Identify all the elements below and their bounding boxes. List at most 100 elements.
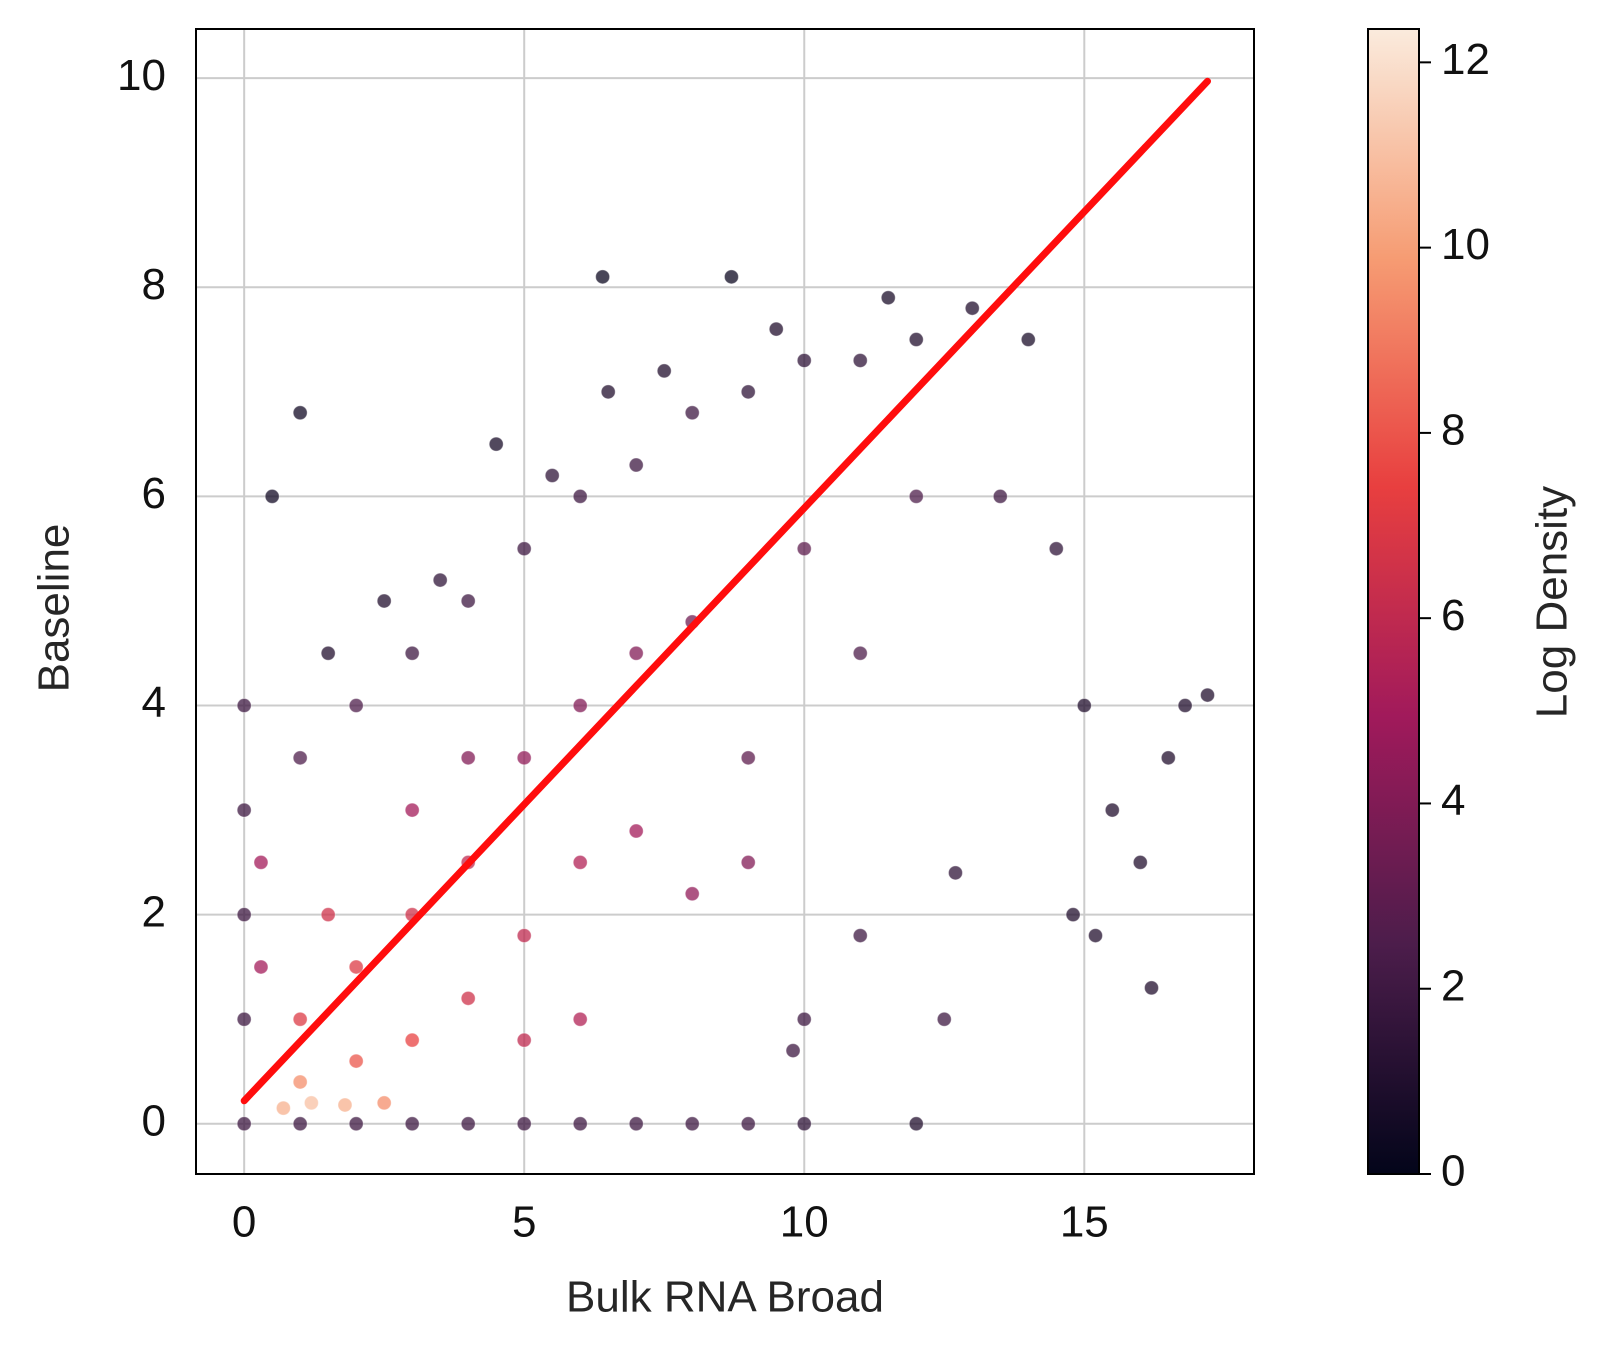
point xyxy=(908,332,924,348)
point xyxy=(376,1095,392,1111)
point xyxy=(236,698,252,714)
point xyxy=(796,352,812,368)
colorbar-label: Log Density xyxy=(1528,486,1577,718)
point xyxy=(1160,750,1176,766)
point xyxy=(236,1011,252,1027)
x-tick-label: 0 xyxy=(232,1198,256,1247)
colorbar-tick-label: 2 xyxy=(1441,961,1465,1010)
point xyxy=(572,488,588,504)
y-tick-label: 6 xyxy=(142,469,166,518)
point xyxy=(595,269,611,285)
point xyxy=(796,1116,812,1132)
point xyxy=(516,750,532,766)
point xyxy=(656,363,672,379)
colorbar-tick-label: 6 xyxy=(1441,591,1465,640)
point xyxy=(348,1053,364,1069)
point xyxy=(432,572,448,588)
point xyxy=(964,300,980,316)
point xyxy=(460,1116,476,1132)
point xyxy=(404,1116,420,1132)
point xyxy=(628,1116,644,1132)
point xyxy=(796,541,812,557)
point xyxy=(908,488,924,504)
point xyxy=(376,593,392,609)
x-axis-label: Bulk RNA Broad xyxy=(566,1273,884,1322)
point xyxy=(600,384,616,400)
point xyxy=(292,1074,308,1090)
point xyxy=(572,1011,588,1027)
point xyxy=(460,990,476,1006)
point xyxy=(275,1100,291,1116)
point xyxy=(684,1116,700,1132)
point xyxy=(628,645,644,661)
colorbar xyxy=(1367,28,1420,1175)
colorbar-tick-label: 0 xyxy=(1441,1147,1465,1196)
y-axis-label: Baseline xyxy=(30,524,79,693)
points xyxy=(236,77,1216,1132)
point xyxy=(572,854,588,870)
point xyxy=(348,1116,364,1132)
point xyxy=(740,854,756,870)
x-tick-label: 15 xyxy=(1060,1198,1109,1247)
point xyxy=(785,1043,801,1059)
point xyxy=(572,698,588,714)
point xyxy=(292,1116,308,1132)
point xyxy=(292,1011,308,1027)
x-tick-label: 10 xyxy=(780,1198,829,1247)
point xyxy=(684,405,700,421)
point xyxy=(236,802,252,818)
point xyxy=(320,645,336,661)
point xyxy=(460,750,476,766)
point xyxy=(337,1097,353,1113)
point xyxy=(348,959,364,975)
point xyxy=(460,593,476,609)
colorbar-tick-label: 8 xyxy=(1441,406,1465,455)
point xyxy=(264,488,280,504)
point xyxy=(947,865,963,881)
x-tick-label: 5 xyxy=(512,1198,536,1247)
y-tick-label: 0 xyxy=(142,1096,166,1145)
point xyxy=(516,1032,532,1048)
point xyxy=(1065,907,1081,923)
point xyxy=(1020,332,1036,348)
point xyxy=(1200,687,1216,703)
point xyxy=(992,488,1008,504)
plot-frame xyxy=(195,28,1255,1175)
point xyxy=(852,645,868,661)
point xyxy=(488,436,504,452)
point xyxy=(936,1011,952,1027)
point xyxy=(740,1116,756,1132)
point xyxy=(1144,980,1160,996)
point xyxy=(404,645,420,661)
point xyxy=(740,750,756,766)
point xyxy=(1087,928,1103,944)
point xyxy=(628,823,644,839)
y-tick-label: 4 xyxy=(142,678,166,727)
point xyxy=(404,802,420,818)
point xyxy=(253,959,269,975)
point xyxy=(320,907,336,923)
point xyxy=(292,405,308,421)
y-tick-label: 2 xyxy=(142,887,166,936)
point xyxy=(253,854,269,870)
y-tick-label: 10 xyxy=(117,51,166,100)
point xyxy=(236,907,252,923)
point xyxy=(292,750,308,766)
colorbar-tick-label: 12 xyxy=(1441,35,1490,84)
point xyxy=(303,1095,319,1111)
point xyxy=(1048,541,1064,557)
point xyxy=(796,1011,812,1027)
point xyxy=(1132,854,1148,870)
point xyxy=(1177,698,1193,714)
point xyxy=(852,928,868,944)
point xyxy=(516,1116,532,1132)
point xyxy=(236,1116,252,1132)
point xyxy=(852,352,868,368)
point xyxy=(628,457,644,473)
point xyxy=(908,1116,924,1132)
point xyxy=(723,269,739,285)
y-tick-label: 8 xyxy=(142,260,166,309)
fit-line xyxy=(240,77,1212,1105)
point xyxy=(404,1032,420,1048)
